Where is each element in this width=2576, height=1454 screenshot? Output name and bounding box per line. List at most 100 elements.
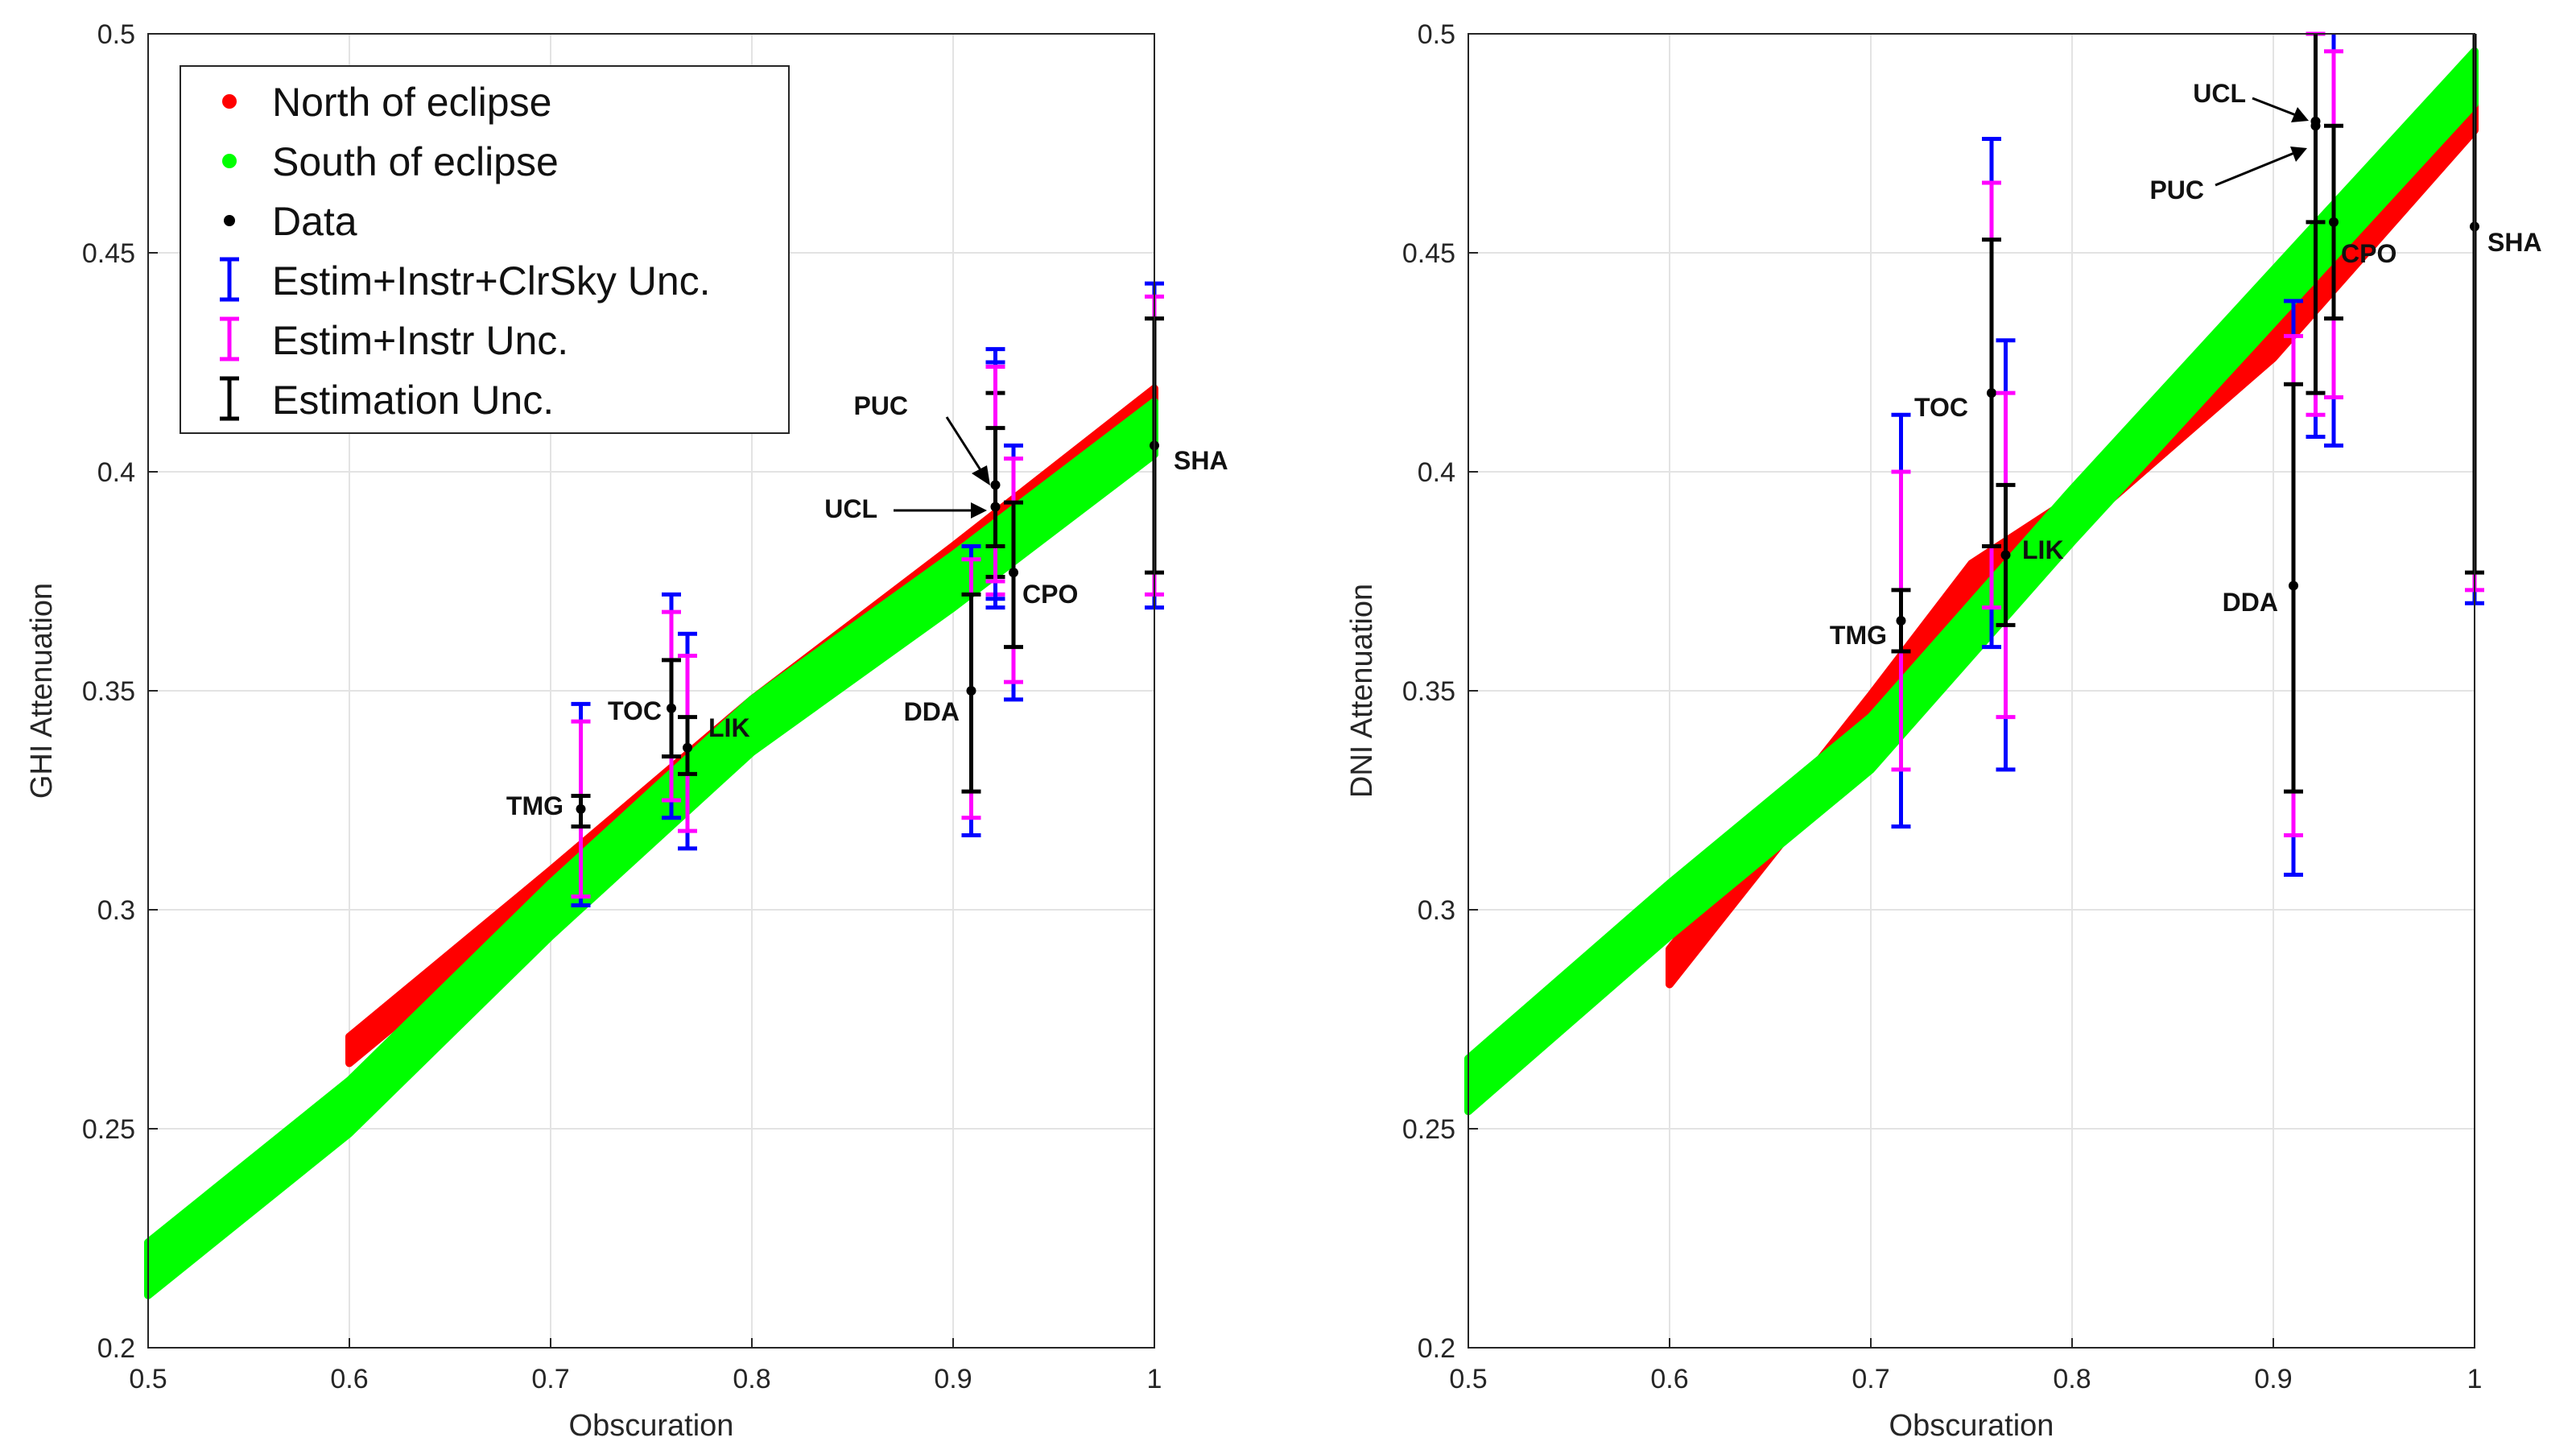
ghi-ytick-label: 0.5 (97, 19, 135, 50)
dni-data-point (1896, 615, 1906, 626)
ghi-data-point (966, 686, 976, 696)
ghi-site-label-sha: SHA (1174, 446, 1228, 475)
dni-site-label-puc: PUC (2149, 176, 2204, 204)
dni-site-label-toc: TOC (1914, 393, 1968, 422)
dni-data-point (2289, 580, 2298, 591)
dni-x-axis-label: Obscuration (1889, 1409, 2054, 1443)
ghi-site-label-lik: LIK (708, 713, 750, 742)
dni-arrow-ucl (2252, 97, 2297, 117)
legend-entry-estim: Estimation Unc. (272, 378, 554, 423)
ghi-xtick-label: 0.9 (934, 1364, 972, 1394)
dni-xtick-label: 0.9 (2254, 1364, 2292, 1394)
dni-site-label-cpo: CPO (2341, 239, 2396, 268)
legend-marker-south (222, 154, 237, 168)
ghi-arrowhead-puc (972, 465, 990, 485)
dni-xtick-label: 0.8 (2053, 1364, 2091, 1394)
dni-data-point (2000, 550, 2011, 560)
dni-site-tmg (1891, 412, 1911, 829)
ghi-ytick-label: 0.3 (97, 895, 135, 926)
ghi-site-label-cpo: CPO (1022, 580, 1078, 609)
dni-xtick-label: 0.5 (1449, 1364, 1487, 1394)
dni-arrowhead-puc (2290, 147, 2307, 162)
ghi-xtick-label: 0.7 (531, 1364, 569, 1394)
ghi-tick-marks (147, 33, 1155, 1349)
dni-site-label-dda: DDA (2223, 588, 2278, 617)
dni-ytick-label: 0.45 (1402, 238, 1455, 269)
legend-marker-estim (220, 376, 239, 421)
legend-marker-instr (220, 316, 239, 361)
ghi-y-axis-label: GHI Attenuation (25, 583, 59, 799)
dni-data-point (2310, 116, 2321, 126)
ghi-site-label-toc: TOC (608, 696, 662, 725)
ghi-arrowhead-ucl (971, 502, 987, 518)
dni-arrow-puc (2215, 151, 2295, 187)
dni-site-puc (2306, 34, 2326, 439)
legend-entry-data: Data (272, 199, 357, 244)
legend-marker-data (224, 215, 235, 226)
dni-xtick-label: 0.6 (1650, 1364, 1688, 1394)
dni-tick-marks (1468, 33, 2475, 1349)
dni-errorbar-estim (2306, 34, 2326, 395)
dni-site-dda (2284, 299, 2303, 877)
ghi-xtick-label: 0.5 (129, 1364, 167, 1394)
ghi-ytick-label: 0.2 (97, 1333, 135, 1364)
legend: North of eclipse South of eclipse Data E… (180, 65, 790, 434)
dni-ytick-label: 0.4 (1418, 457, 1455, 488)
dni-y-axis-label: DNI Attenuation (1345, 584, 1379, 798)
dni-ytick-label: 0.3 (1418, 895, 1455, 926)
ghi-site-label-tmg: TMG (506, 791, 564, 820)
dni-ytick-label: 0.5 (1418, 19, 1455, 50)
ghi-ytick-label: 0.25 (82, 1114, 135, 1145)
ghi-data-point (990, 502, 1001, 512)
ghi-annotation-arrows (894, 416, 990, 518)
ghi-data-point (683, 742, 692, 753)
ghi-site-dda (961, 543, 981, 838)
dni-site-label-lik: LIK (2022, 535, 2064, 564)
ghi-site-toc (662, 592, 681, 820)
dni-site-toc (1982, 137, 2001, 650)
ghi-site-label-puc: PUC (853, 391, 908, 420)
ghi-data-point (1009, 568, 1018, 578)
dni-site-lik (1996, 338, 2016, 772)
dni-ytick-label: 0.35 (1402, 676, 1455, 707)
ghi-data-point (667, 703, 676, 713)
ghi-arrow-puc (945, 416, 985, 476)
ghi-site-ucl (985, 360, 1005, 601)
ghi-chart-panel: 0.5 0.6 0.7 0.8 0.9 1 0.2 0.25 0.3 0.35 … (25, 19, 1228, 1443)
ghi-site-cpo (1004, 443, 1023, 702)
dni-site-label-tmg: TMG (1830, 621, 1887, 650)
dni-ytick-label: 0.2 (1418, 1333, 1455, 1364)
legend-entry-north: North of eclipse (272, 80, 551, 125)
legend-marker-clrsky (220, 257, 239, 302)
ghi-xtick-label: 0.6 (330, 1364, 368, 1394)
ghi-xtick-label: 0.8 (733, 1364, 770, 1394)
dni-site-label-sha: SHA (2487, 228, 2542, 257)
legend-marker-north (222, 94, 237, 109)
ghi-x-axis-label: Obscuration (569, 1409, 734, 1443)
dni-data-point (1987, 388, 1996, 399)
ghi-xtick-label: 1 (1147, 1364, 1162, 1394)
legend-box (180, 65, 790, 434)
ghi-site-tmg (571, 701, 591, 908)
ghi-ytick-label: 0.45 (82, 238, 135, 269)
ghi-ytick-label: 0.4 (97, 457, 135, 488)
dni-annotation-arrows (2215, 97, 2309, 187)
legend-entry-instr: Estim+Instr Unc. (272, 318, 568, 363)
ghi-ytick-label: 0.35 (82, 676, 135, 707)
dni-chart-panel: 0.5 0.6 0.7 0.8 0.9 1 0.2 0.25 0.3 0.35 … (1345, 19, 2542, 1443)
ghi-site-label-ucl: UCL (824, 494, 877, 523)
dni-site-label-ucl: UCL (2193, 79, 2246, 108)
legend-entry-south: South of eclipse (272, 139, 559, 184)
dni-data-point (2329, 217, 2339, 227)
ghi-data-point (576, 803, 586, 814)
legend-entry-clrsky: Estim+Instr+ClrSky Unc. (272, 258, 711, 304)
dni-xtick-label: 0.7 (1852, 1364, 1889, 1394)
dni-arrowhead-ucl (2291, 107, 2309, 122)
dni-site-cpo (2324, 34, 2343, 448)
dni-ytick-label: 0.25 (1402, 1114, 1455, 1145)
ghi-site-lik (678, 631, 697, 851)
ghi-errorbar-estim (985, 426, 1005, 548)
dni-xtick-label: 1 (2467, 1364, 2483, 1394)
ghi-site-label-dda: DDA (904, 697, 960, 726)
